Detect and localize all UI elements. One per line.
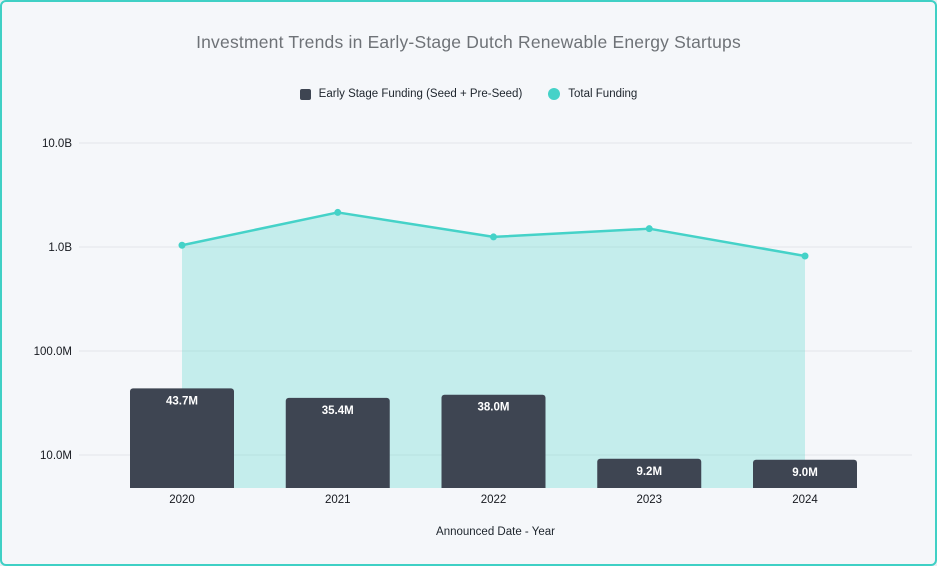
bar-2024[interactable] bbox=[753, 459, 857, 488]
x-tick-label: 2024 bbox=[792, 494, 818, 506]
legend-item-early-stage-funding[interactable]: Early Stage Funding (Seed + Pre-Seed) bbox=[299, 88, 523, 100]
bar-value-label: 38.0M bbox=[478, 402, 510, 414]
bar-2021[interactable] bbox=[285, 397, 390, 488]
bar-value-label: 43.7M bbox=[166, 395, 198, 407]
bar-value-label: 35.4M bbox=[322, 405, 354, 417]
data-point-2021[interactable] bbox=[334, 208, 342, 216]
legend-label-total-funding: Total Funding bbox=[568, 88, 638, 100]
legend-label-early-stage-funding: Early Stage Funding (Seed + Pre-Seed) bbox=[318, 88, 523, 100]
x-tick-label: 2022 bbox=[481, 494, 507, 506]
data-point-2020[interactable] bbox=[178, 241, 186, 249]
legend-item-total-funding[interactable]: Total Funding bbox=[548, 88, 637, 100]
bar-value-label: 9.2M bbox=[636, 466, 662, 478]
y-tick-label: 10.0M bbox=[40, 450, 72, 462]
x-axis-title: Announced Date - Year bbox=[436, 526, 555, 538]
y-tick-label: 1.0B bbox=[48, 242, 72, 254]
y-tick-label: 10.0B bbox=[42, 138, 72, 150]
y-tick-label: 100.0M bbox=[34, 346, 72, 358]
bar-2022[interactable] bbox=[441, 394, 546, 488]
x-tick-label: 2020 bbox=[169, 494, 195, 506]
bar-value-label: 9.0M bbox=[792, 467, 818, 479]
data-point-2022[interactable] bbox=[490, 233, 497, 241]
chart-title: Investment Trends in Early-Stage Dutch R… bbox=[196, 32, 741, 52]
x-tick-label: 2021 bbox=[325, 494, 351, 506]
line-series-swatch-icon bbox=[548, 88, 561, 100]
bar-2023[interactable] bbox=[597, 458, 702, 488]
x-tick-label: 2023 bbox=[636, 494, 662, 506]
bar-2020[interactable] bbox=[130, 388, 234, 488]
bar-series-swatch-icon bbox=[299, 88, 311, 100]
legend: Early Stage Funding (Seed + Pre-Seed) To… bbox=[2, 88, 935, 100]
data-point-2023[interactable] bbox=[645, 225, 653, 233]
data-point-2024[interactable] bbox=[801, 252, 809, 260]
